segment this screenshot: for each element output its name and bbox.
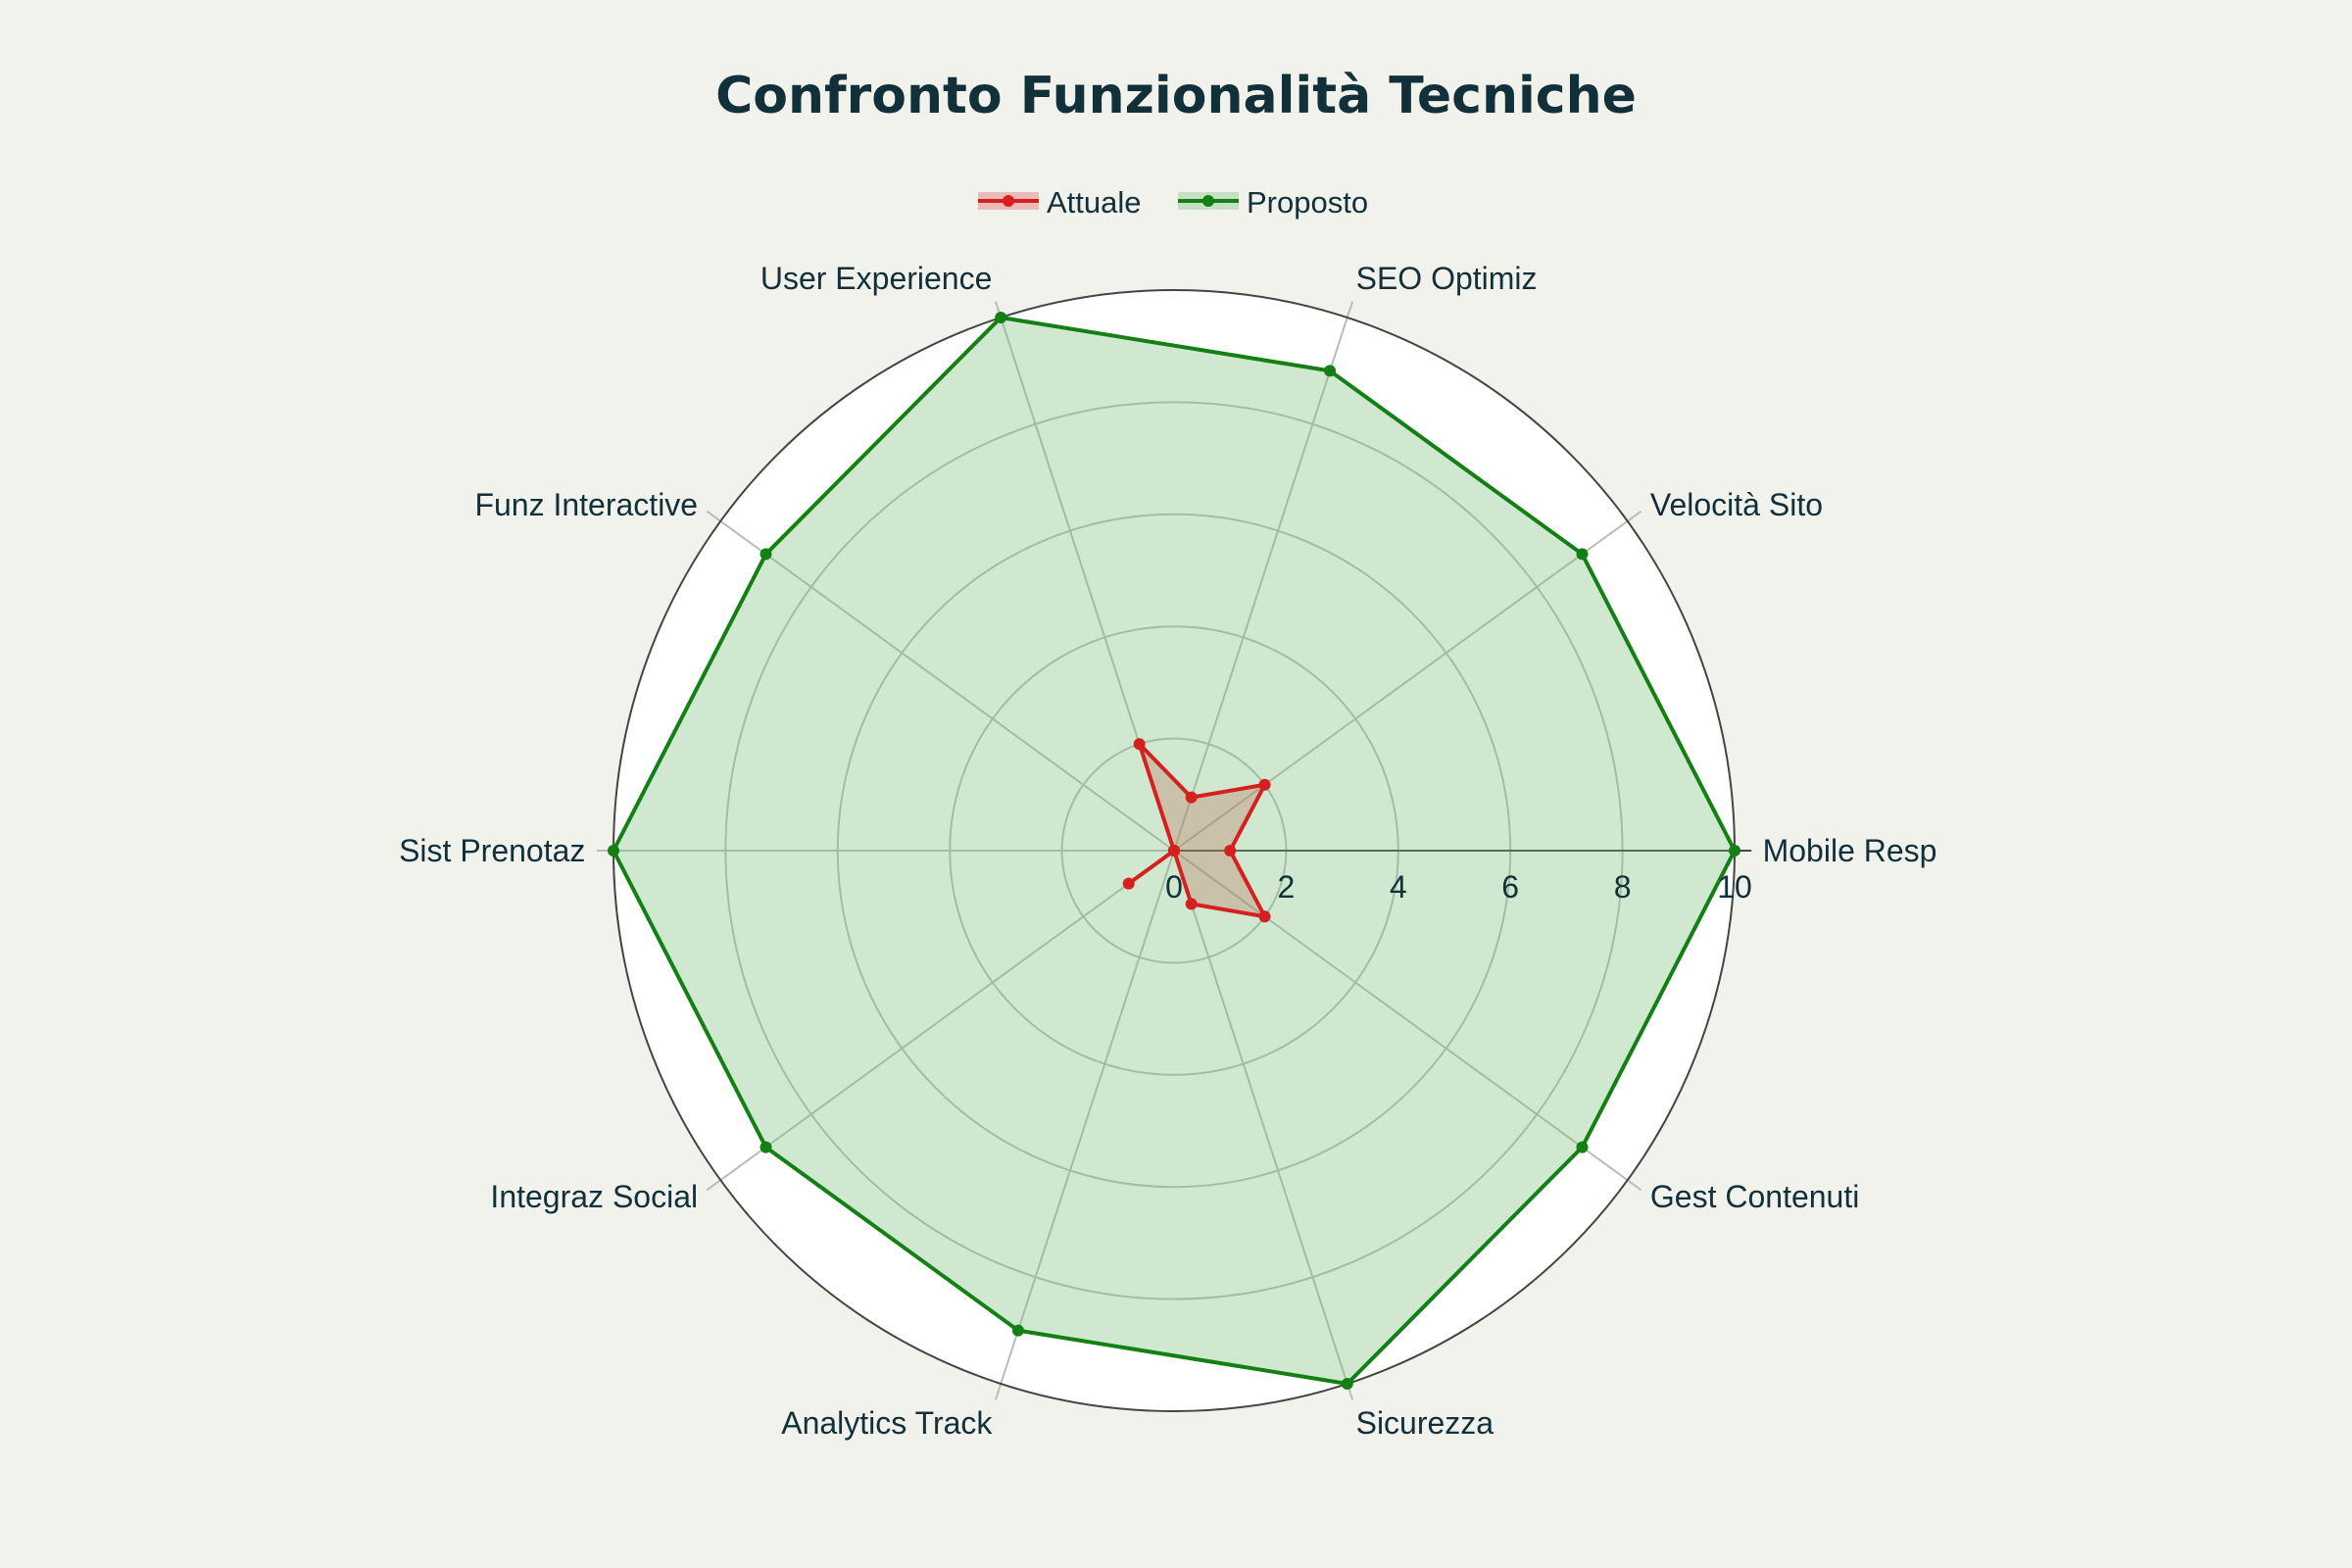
point-attuale-user-experience: [1133, 738, 1146, 751]
radial-tick-label: 0: [1165, 869, 1183, 905]
point-proposto-user-experience: [995, 311, 1007, 323]
legend-marker-proposto: [1202, 195, 1214, 207]
point-proposto-funz-interactive: [760, 548, 772, 561]
radial-tick-label: 2: [1278, 869, 1296, 905]
grid-spoke: [1173, 850, 1642, 1192]
legend-marker-attuale: [1003, 195, 1014, 207]
category-label-funz-interactive: Funz Interactive: [474, 487, 698, 522]
point-proposto-mobile-resp: [1729, 845, 1740, 857]
category-label-sist-prenotaz: Sist Prenotaz: [399, 833, 585, 868]
category-label-velocita-sito: Velocità Sito: [1650, 487, 1823, 522]
point-attuale-analytics-track: [1168, 845, 1180, 857]
point-proposto-gest-contenuti: [1576, 1141, 1589, 1153]
area-attuale: [1128, 744, 1265, 917]
legend: Attuale Proposto: [978, 185, 1368, 220]
point-proposto-velocita-sito: [1576, 548, 1589, 561]
category-label-gest-contenuti: Gest Contenuti: [1650, 1179, 1859, 1214]
grid-spoke: [1173, 510, 1642, 852]
category-label-analytics-track: Analytics Track: [781, 1405, 993, 1441]
grid-spoke: [994, 850, 1175, 1400]
point-attuale-velocita-sito: [1258, 778, 1271, 791]
radial-tick-label: 4: [1390, 869, 1407, 905]
category-label-user-experience: User Experience: [760, 261, 993, 296]
legend-item-proposto[interactable]: Proposto: [1178, 185, 1368, 220]
point-proposto-analytics-track: [1011, 1324, 1024, 1337]
grid-spoke: [706, 510, 1175, 852]
radial-tick-label: 8: [1614, 869, 1632, 905]
point-proposto-sist-prenotaz: [608, 845, 619, 857]
radial-tick-label: 10: [1717, 869, 1752, 905]
category-label-integraz-social: Integraz Social: [490, 1179, 698, 1214]
legend-label-proposto: Proposto: [1247, 185, 1368, 220]
legend-label-attuale: Attuale: [1047, 185, 1142, 220]
category-label-sicurezza: Sicurezza: [1356, 1405, 1494, 1441]
grid-spoke: [706, 850, 1175, 1192]
point-attuale-seo-optimiz: [1185, 791, 1198, 804]
grid-spoke: [1173, 301, 1354, 852]
polar-plot-area: 0 2 4 6 8 10 Mobile Resp Velocità Sito SEO Optim…: [399, 261, 1936, 1441]
point-attuale-gest-contenuti: [1258, 910, 1271, 923]
point-proposto-seo-optimiz: [1324, 365, 1337, 377]
point-attuale-integraz-social: [1122, 877, 1135, 890]
radial-tick-label: 6: [1501, 869, 1519, 905]
category-label-seo-optimiz: SEO Optimiz: [1356, 261, 1538, 296]
point-attuale-mobile-resp: [1224, 845, 1237, 857]
point-attuale-sicurezza: [1185, 898, 1198, 910]
grid-spoke: [1173, 850, 1354, 1400]
line-attuale: [1126, 742, 1267, 919]
point-proposto-sicurezza: [1341, 1378, 1353, 1391]
chart-title: Confronto Funzionalità Tecniche: [715, 67, 1637, 125]
category-label-mobile-resp: Mobile Resp: [1763, 833, 1937, 868]
point-proposto-integraz-social: [760, 1141, 772, 1153]
legend-item-attuale[interactable]: Attuale: [978, 185, 1142, 220]
